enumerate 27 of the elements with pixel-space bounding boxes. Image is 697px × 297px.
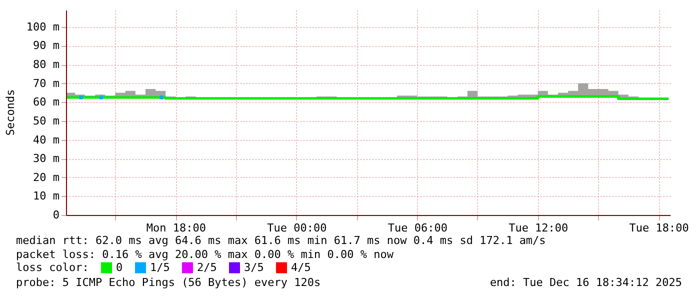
- text: probe: 5 ICMP Echo Pings (56 Bytes) every 120s: [16, 276, 321, 289]
- y-tick-label: 30 m: [33, 152, 60, 166]
- y-tick-label: 90 m: [33, 39, 60, 52]
- x-tick-label: Tue 06:00: [388, 222, 448, 234]
- legend-label: 1/5: [150, 260, 170, 274]
- y-axis-title: Seconds: [4, 89, 17, 136]
- legend-title: loss color:: [16, 261, 89, 274]
- y-tick-label: 100 m: [26, 20, 60, 34]
- text: median rtt: 62.0 ms avg 64.6 ms max 61.6 ms min 61.7 ms now 0.4 ms sd 172.1 am/s: [16, 234, 546, 247]
- y-tick-label: 0: [52, 208, 60, 222]
- legend-label: 2/5: [197, 260, 217, 274]
- x-tick-label: Tue 18:00: [629, 222, 689, 234]
- legend-label: 4/5: [291, 260, 311, 274]
- y-tick-label: 60 m: [33, 96, 60, 109]
- x-tick-label: Tue 12:00: [508, 222, 568, 234]
- y-tick-label: 20 m: [33, 170, 60, 184]
- text: packet loss: 0.16 % avg 20.00 % max 0.00 % min 0.00 % now: [16, 248, 394, 261]
- y-tick-label: 80 m: [33, 58, 60, 72]
- x-tick-label: Mon 18:00: [146, 222, 206, 234]
- legend-label: 0: [116, 260, 123, 274]
- y-tick-label: 10 m: [33, 190, 60, 203]
- legend-label: 3/5: [244, 260, 264, 274]
- y-tick-label: 50 m: [33, 114, 60, 128]
- text: end: Tue Dec 16 18:34:12 2025: [490, 276, 682, 289]
- y-tick-label: 40 m: [33, 133, 60, 146]
- x-tick-label: Tue 00:00: [267, 222, 327, 234]
- y-tick-label: 70 m: [33, 76, 60, 90]
